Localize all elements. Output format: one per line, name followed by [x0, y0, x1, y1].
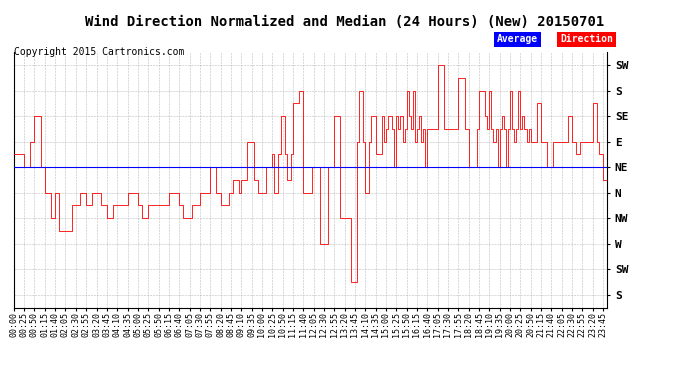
- Text: Average: Average: [497, 34, 538, 44]
- Text: Direction: Direction: [560, 34, 613, 44]
- Text: Copyright 2015 Cartronics.com: Copyright 2015 Cartronics.com: [14, 47, 184, 57]
- Text: Wind Direction Normalized and Median (24 Hours) (New) 20150701: Wind Direction Normalized and Median (24…: [86, 15, 604, 29]
